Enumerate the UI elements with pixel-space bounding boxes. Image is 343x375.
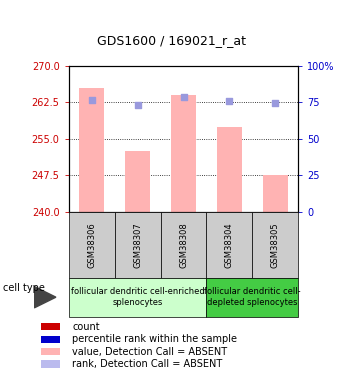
Text: rank, Detection Call = ABSENT: rank, Detection Call = ABSENT [72,359,222,369]
Text: GSM38307: GSM38307 [133,222,142,268]
Text: cell type: cell type [3,283,45,293]
Text: GDS1600 / 169021_r_at: GDS1600 / 169021_r_at [97,34,246,47]
Text: GSM38308: GSM38308 [179,222,188,268]
Text: follicular dendritic cell-
depleted splenocytes: follicular dendritic cell- depleted sple… [204,288,301,307]
Bar [217,127,242,212]
Bar [171,95,196,212]
Point [181,94,186,100]
Text: GSM38305: GSM38305 [271,222,280,267]
Point [89,97,94,103]
Text: count: count [72,322,100,332]
Text: GSM38306: GSM38306 [87,222,96,268]
Bar [125,151,150,212]
Text: percentile rank within the sample: percentile rank within the sample [72,334,237,344]
Point [227,98,232,104]
Text: value, Detection Call = ABSENT: value, Detection Call = ABSENT [72,347,227,357]
Point [273,100,278,106]
Text: GSM38304: GSM38304 [225,222,234,267]
Bar [79,88,104,212]
Polygon shape [34,286,56,308]
Text: follicular dendritic cell-enriched
splenocytes: follicular dendritic cell-enriched splen… [71,288,204,307]
Point [135,102,140,108]
Bar [263,176,288,212]
